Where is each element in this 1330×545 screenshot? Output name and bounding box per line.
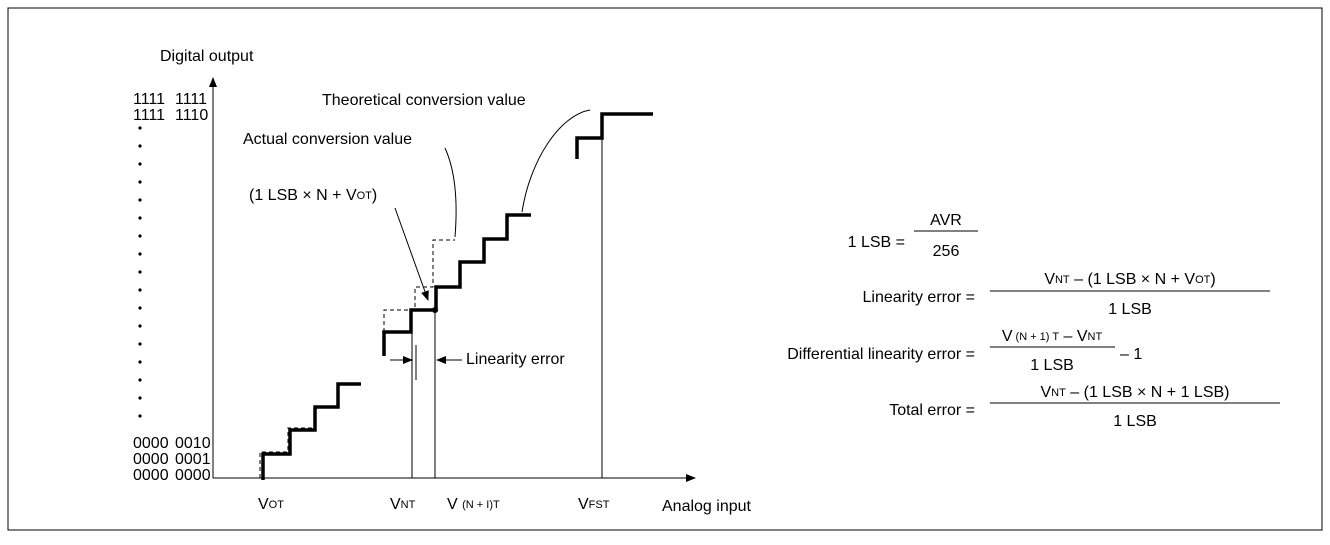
formula-numerator: VNT – (1 LSB × N + 1 LSB) xyxy=(1041,384,1230,401)
text-part: V xyxy=(258,496,269,513)
text-part: (1 LSB × N + V xyxy=(249,187,357,204)
output-code: 1110 xyxy=(175,107,208,124)
subscript: NT xyxy=(401,499,416,511)
text-part: 1 LSB xyxy=(1108,301,1152,318)
subscript: OT xyxy=(357,190,373,202)
y-axis-label: Digital output xyxy=(160,48,254,65)
output-code: 0000 xyxy=(133,435,169,452)
input-level-label: VFST xyxy=(578,496,610,513)
formula-numerator: VNT – (1 LSB × N + VOT) xyxy=(1044,271,1215,288)
text-part: V xyxy=(390,496,401,513)
formula-denominator: 256 xyxy=(933,243,960,260)
subscript: NT xyxy=(1051,387,1066,399)
leaders xyxy=(394,109,591,301)
x-axis-label: Analog input xyxy=(662,498,752,515)
formula-suffix: – 1 xyxy=(1120,346,1142,363)
subscript: OT xyxy=(269,499,285,511)
subscript: OT xyxy=(1195,274,1211,286)
text-part: ) xyxy=(1210,271,1215,288)
formula-numerator: V (N + 1) T – VNT xyxy=(1002,328,1103,345)
subscript: FST xyxy=(589,499,610,511)
subscript: NT xyxy=(1088,331,1103,343)
input-level-label: V (N + I)T xyxy=(447,496,500,513)
text-part: V xyxy=(1002,328,1013,345)
text-part: ) xyxy=(372,187,377,204)
formula-label: 1 LSB = xyxy=(848,234,905,251)
formula-label: Total error = xyxy=(889,402,975,419)
formula-denominator: 1 LSB xyxy=(1030,357,1074,374)
subscript: (N + 1) T xyxy=(1012,331,1059,343)
text-part: – (1 LSB × N + V xyxy=(1070,271,1196,288)
text-part: AVR xyxy=(930,212,962,229)
output-code: 1111 xyxy=(175,91,207,108)
output-code: 1111 xyxy=(133,107,165,124)
input-level-label: VOT xyxy=(258,496,284,513)
text-part: V xyxy=(1044,271,1055,288)
text-part: V xyxy=(578,496,589,513)
actual-steps xyxy=(261,112,653,480)
input-level-label: VNT xyxy=(390,496,416,513)
formula-numerator: AVR xyxy=(930,212,962,229)
subscript: (N + I)T xyxy=(462,499,500,511)
output-code: 1111 xyxy=(133,91,165,108)
subscript: NT xyxy=(1055,274,1070,286)
frame xyxy=(7,7,1323,531)
output-code: 0000 xyxy=(175,467,211,484)
text-part: V xyxy=(1041,384,1052,401)
fraction-bars xyxy=(914,230,1280,404)
formula-denominator: 1 LSB xyxy=(1108,301,1152,318)
annotation: Linearity error xyxy=(466,351,565,368)
formula-denominator: 1 LSB xyxy=(1113,413,1157,430)
formula-label: Linearity error = xyxy=(863,289,976,306)
output-code: 0000 xyxy=(133,467,169,484)
annotation: Actual conversion value xyxy=(243,131,412,148)
theoretical-steps xyxy=(259,239,455,478)
output-code: 0001 xyxy=(175,451,211,468)
annotation: (1 LSB × N + VOT) xyxy=(249,187,377,204)
guide-lines xyxy=(390,138,603,478)
output-code: 0010 xyxy=(175,435,211,452)
ellipsis-dots xyxy=(138,126,142,418)
text-part: V xyxy=(447,496,462,513)
text-part: 1 LSB xyxy=(1030,357,1074,374)
text-part: – (1 LSB × N + 1 LSB) xyxy=(1066,384,1230,401)
text-part: 256 xyxy=(933,243,960,260)
output-code: 0000 xyxy=(133,451,169,468)
axes xyxy=(209,77,696,482)
formula-label: Differential linearity error = xyxy=(787,346,975,363)
annotation: Theoretical conversion value xyxy=(322,92,526,109)
text-part: – V xyxy=(1059,328,1088,345)
text-part: 1 LSB xyxy=(1113,413,1157,430)
